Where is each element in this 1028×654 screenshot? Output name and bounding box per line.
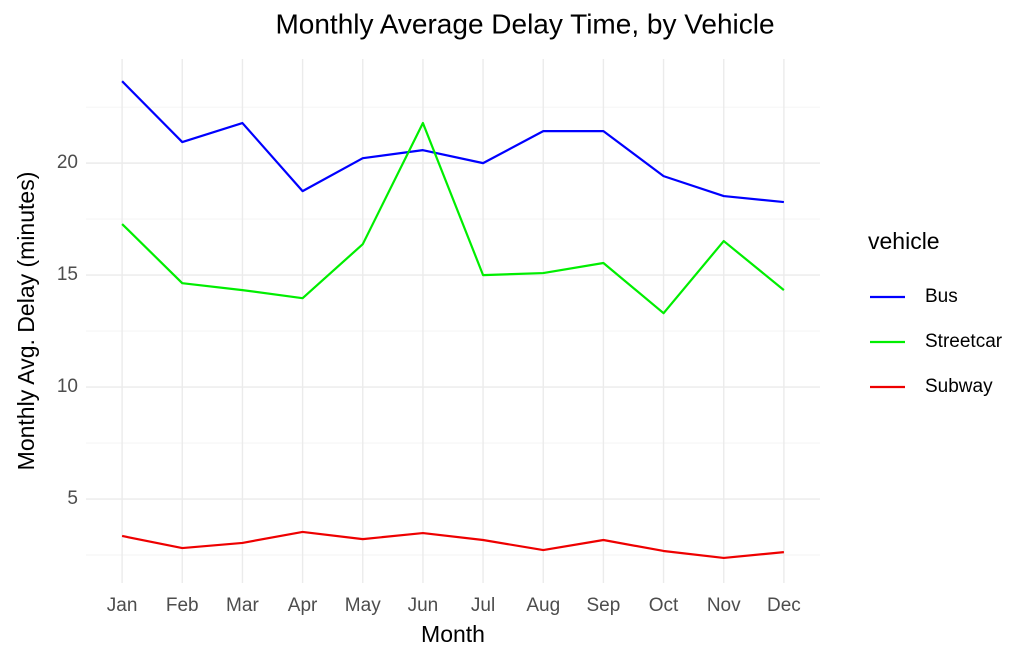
x-tick-label: Jun <box>408 595 439 616</box>
y-axis-label: Monthly Avg. Delay (minutes) <box>13 172 39 471</box>
y-tick-label: 5 <box>67 488 78 509</box>
x-tick-label: Jul <box>471 595 495 616</box>
x-tick-label: Nov <box>707 595 741 616</box>
x-tick-label: May <box>345 595 381 616</box>
chart-title: Monthly Average Delay Time, by Vehicle <box>275 8 774 39</box>
x-tick-label: Oct <box>649 595 679 616</box>
x-tick-label: Apr <box>288 595 318 616</box>
legend-title: vehicle <box>868 228 940 254</box>
y-tick-label: 15 <box>57 264 78 285</box>
x-tick-label: Aug <box>526 595 560 616</box>
y-tick-label: 10 <box>57 376 78 397</box>
x-tick-label: Dec <box>767 595 801 616</box>
legend-label: Subway <box>925 376 993 397</box>
y-tick-label: 20 <box>57 152 78 173</box>
x-tick-label: Mar <box>226 595 259 616</box>
series-line <box>121 530 785 560</box>
legend-label: Bus <box>925 286 958 307</box>
legend-label: Streetcar <box>925 331 1003 352</box>
x-tick-label: Jan <box>107 595 138 616</box>
series-line <box>121 80 785 204</box>
x-axis-label: Month <box>421 621 485 647</box>
series-line <box>121 121 785 315</box>
x-tick-label: Sep <box>587 595 621 616</box>
x-tick-label: Feb <box>166 595 199 616</box>
